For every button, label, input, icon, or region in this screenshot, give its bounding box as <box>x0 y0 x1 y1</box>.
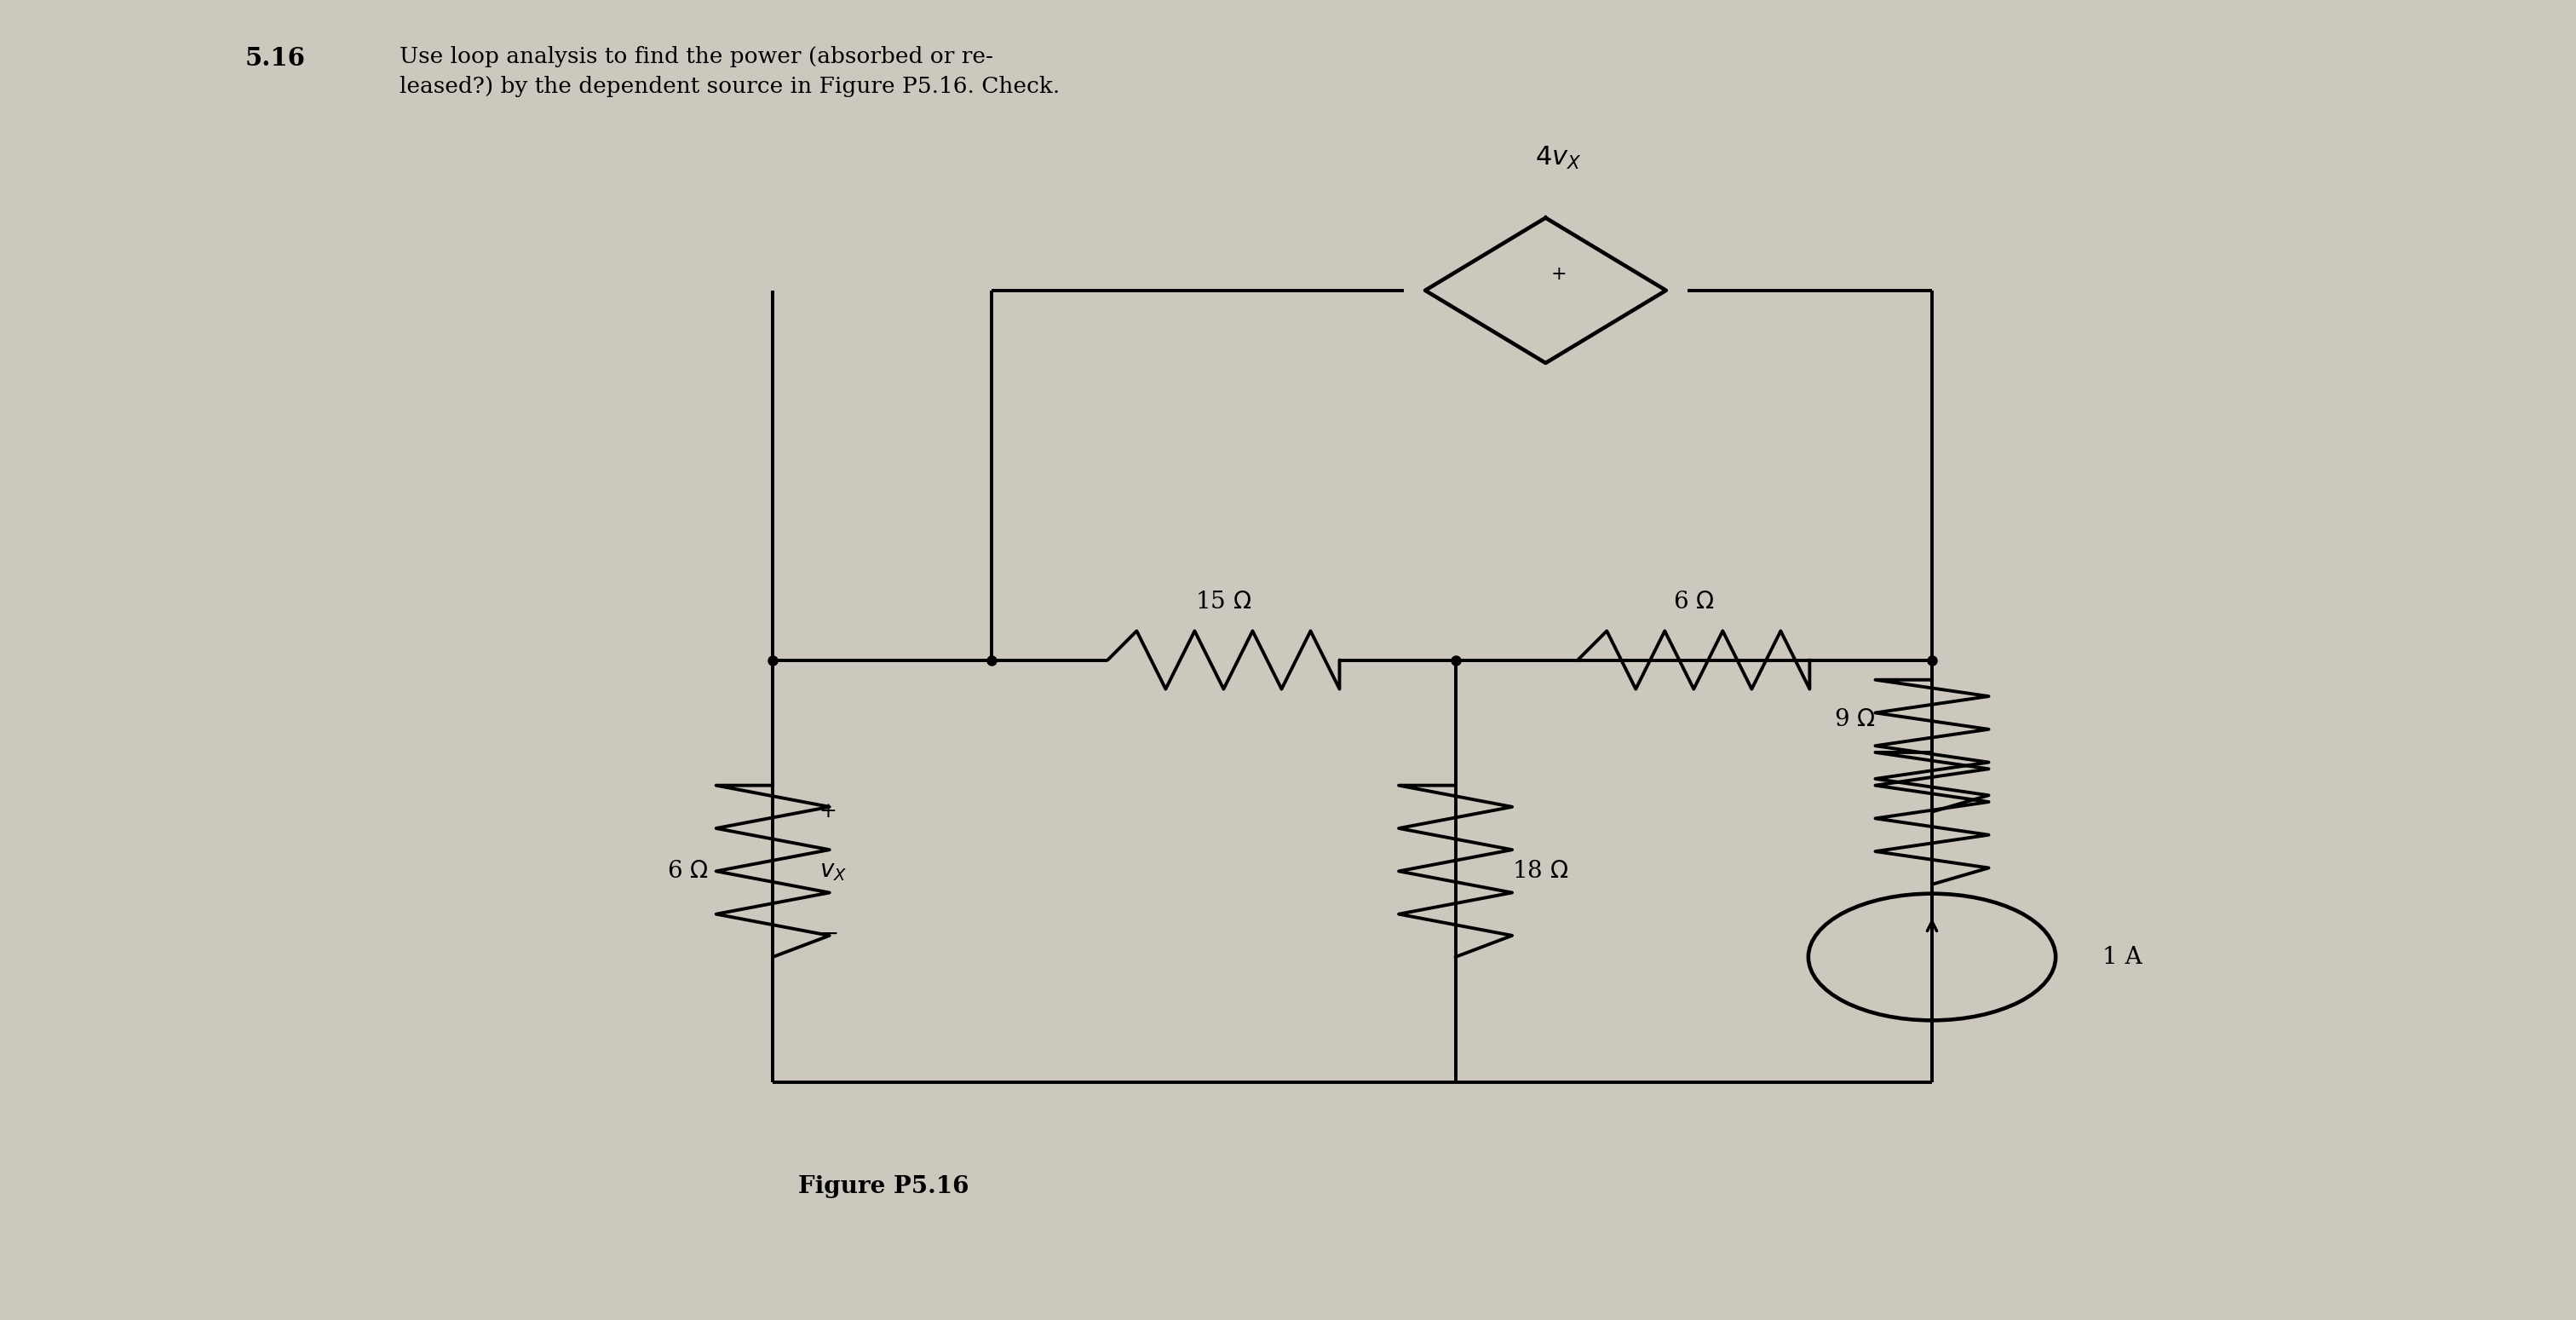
Text: 6 $\Omega$: 6 $\Omega$ <box>1672 591 1716 614</box>
Text: 1 A: 1 A <box>2102 945 2141 969</box>
Text: 9 $\Omega$: 9 $\Omega$ <box>1834 708 1875 731</box>
Text: +: + <box>1551 265 1566 284</box>
Text: $4v_X$: $4v_X$ <box>1535 145 1582 172</box>
Text: +: + <box>819 803 837 821</box>
Text: 5.16: 5.16 <box>245 46 304 71</box>
Text: $v_X$: $v_X$ <box>819 859 848 883</box>
Text: Figure P5.16: Figure P5.16 <box>799 1175 969 1197</box>
Text: 6 $\Omega$: 6 $\Omega$ <box>667 859 708 883</box>
Text: Use loop analysis to find the power (absorbed or re-
leased?) by the dependent s: Use loop analysis to find the power (abs… <box>399 46 1059 98</box>
Text: 15 $\Omega$: 15 $\Omega$ <box>1195 591 1252 614</box>
Text: −: − <box>819 923 840 946</box>
Text: 18 $\Omega$: 18 $\Omega$ <box>1512 859 1569 883</box>
